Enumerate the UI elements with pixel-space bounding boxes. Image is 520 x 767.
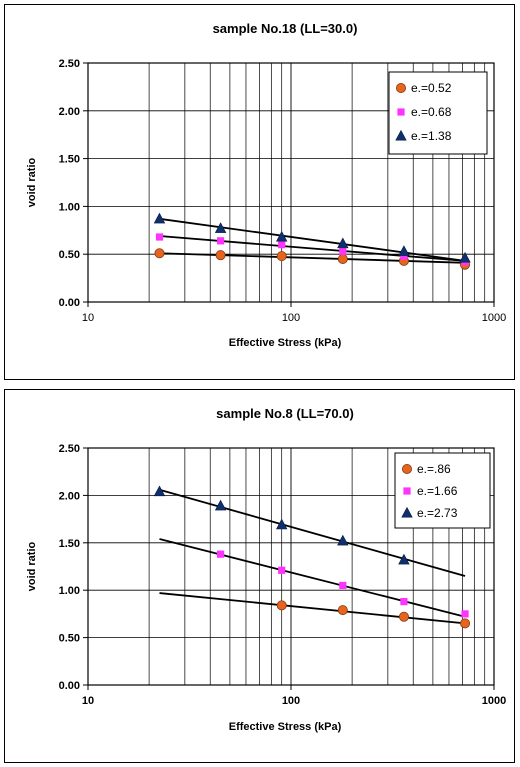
y-axis-label: void ratio <box>26 157 38 207</box>
x-tick-label: 1000 <box>482 312 506 324</box>
chart-sample-8: 0.00 0.50 1.00 1.50 2.00 2.50 10 100 1000 sample … <box>4 389 515 763</box>
data-point-series-2 <box>278 566 286 574</box>
chart-svg-sample-18: 0.00 0.50 1.00 1.50 2.00 2.50 10 100 1000 sample … <box>26 21 506 349</box>
y-tick-label: 1.50 <box>59 538 80 550</box>
data-point-series-3 <box>337 237 349 249</box>
trendline-series-3 <box>159 488 466 577</box>
legend-label-series-1: e.=.86 <box>417 462 451 476</box>
legend-marker-series-3 <box>395 129 407 141</box>
data-point-series-2 <box>278 241 286 249</box>
legend-marker-series-2 <box>403 487 411 495</box>
x-tick-label: 10 <box>82 312 94 324</box>
data-point-series-2 <box>400 597 408 606</box>
chart-title: sample No.8 (LL=70.0) <box>216 406 354 421</box>
data-point-series-1 <box>337 605 348 616</box>
data-point-series-2 <box>339 581 347 590</box>
y-tick-label: 2.50 <box>59 58 80 70</box>
y-tick-label: 0.50 <box>59 633 80 645</box>
data-point-series-2 <box>217 550 225 558</box>
data-point-series-3 <box>153 485 166 497</box>
data-point-series-3 <box>459 251 471 263</box>
y-tick-label: 0.00 <box>59 680 80 692</box>
trendline-series-3 <box>159 217 466 262</box>
x-tick-label: 100 <box>282 312 300 324</box>
data-point-series-3 <box>276 518 288 530</box>
legend-label-series-2: e.=1.66 <box>417 484 458 498</box>
data-point-series-1 <box>276 251 287 262</box>
data-point-series-3 <box>153 212 166 224</box>
chart-svg-sample-8: 0.00 0.50 1.00 1.50 2.00 2.50 10 100 1000 sample … <box>26 406 506 733</box>
trendline-series-1 <box>159 252 466 264</box>
data-point-series-2 <box>461 610 469 618</box>
x-tick-label: 10 <box>82 695 94 707</box>
y-tick-label: 0.50 <box>59 249 80 261</box>
y-tick-label: 0.00 <box>59 297 80 309</box>
legend-marker-series-3 <box>401 506 413 518</box>
trendline-series-1 <box>159 592 466 625</box>
data-point-series-2 <box>339 247 347 255</box>
data-point-series-1 <box>337 253 348 264</box>
data-point-series-1 <box>398 611 409 622</box>
legend-marker-series-2 <box>397 108 405 116</box>
y-axis-label: void ratio <box>26 541 38 591</box>
y-tick-label: 1.00 <box>59 201 80 213</box>
trendline-series-2 <box>159 538 466 618</box>
legend-label-series-1: e.=0.52 <box>411 81 452 95</box>
x-axis-label: Effective Stress (kPa) <box>229 337 342 349</box>
y-tick-label: 1.00 <box>59 585 80 597</box>
chart-title: sample No.18 (LL=30.0) <box>213 21 358 36</box>
data-point-series-3 <box>398 553 410 565</box>
data-point-series-2 <box>217 237 225 245</box>
x-tick-label: 100 <box>282 695 300 707</box>
data-point-series-3 <box>337 534 349 546</box>
legend-label-series-3: e.=1.38 <box>411 129 452 143</box>
y-tick-label: 2.50 <box>59 443 80 455</box>
data-point-series-1 <box>460 618 471 629</box>
legend-marker-series-1 <box>401 464 412 475</box>
legend-label-series-3: e.=2.73 <box>417 506 458 520</box>
chart-sample-18: 0.00 0.50 1.00 1.50 2.00 2.50 10 100 1000 sample … <box>4 4 515 380</box>
data-point-series-3 <box>214 222 227 233</box>
y-tick-label: 2.00 <box>59 490 80 502</box>
data-point-series-3 <box>214 499 227 511</box>
x-tick-label: 1000 <box>482 695 506 707</box>
legend-marker-series-1 <box>395 83 406 94</box>
data-point-series-3 <box>276 230 288 242</box>
y-tick-label: 2.00 <box>59 106 80 118</box>
x-axis-label: Effective Stress (kPa) <box>229 721 342 733</box>
data-point-series-1 <box>215 250 226 261</box>
legend-label-series-2: e.=0.68 <box>411 105 452 119</box>
data-point-series-2 <box>155 233 164 241</box>
trendline-series-2 <box>159 235 466 262</box>
data-point-series-1 <box>276 600 287 611</box>
y-tick-label: 1.50 <box>59 154 80 166</box>
data-point-series-1 <box>154 248 165 259</box>
data-point-series-2 <box>400 252 408 260</box>
data-point-series-3 <box>398 245 410 256</box>
